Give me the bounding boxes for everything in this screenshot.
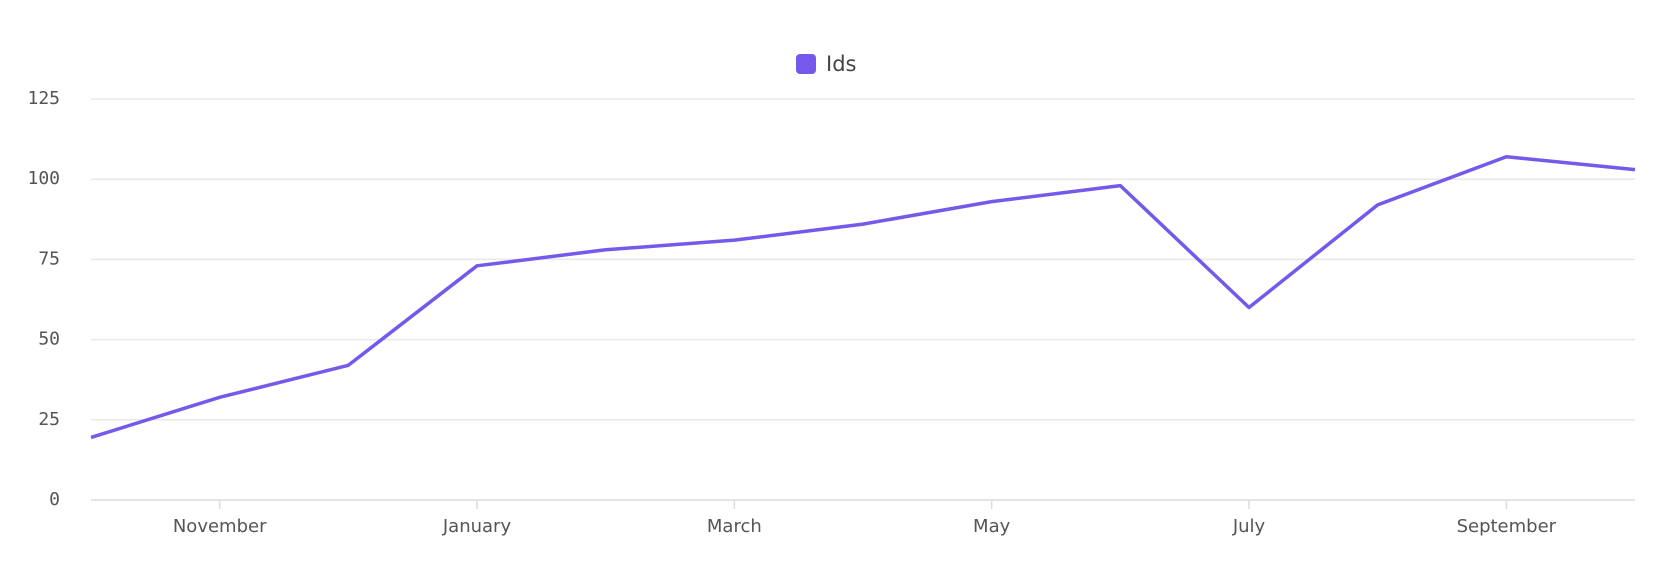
y-tick-label: 75 <box>38 248 60 269</box>
legend-label: Ids <box>826 52 856 76</box>
y-tick-label: 0 <box>49 489 60 510</box>
x-tick-label: March <box>707 516 762 537</box>
line <box>90 154 1636 440</box>
y-tick-label: 100 <box>27 168 60 189</box>
x-tick-label: July <box>1232 516 1266 537</box>
x-tick-label: January <box>442 516 512 537</box>
y-tick-label: 125 <box>27 88 60 109</box>
y-tick-label: 50 <box>38 329 60 350</box>
legend-swatch <box>796 54 816 74</box>
x-tick-label: September <box>1457 516 1557 537</box>
x-tick-label: November <box>173 516 267 537</box>
x-tick-label: May <box>973 516 1011 537</box>
y-tick-label: 25 <box>38 409 60 430</box>
